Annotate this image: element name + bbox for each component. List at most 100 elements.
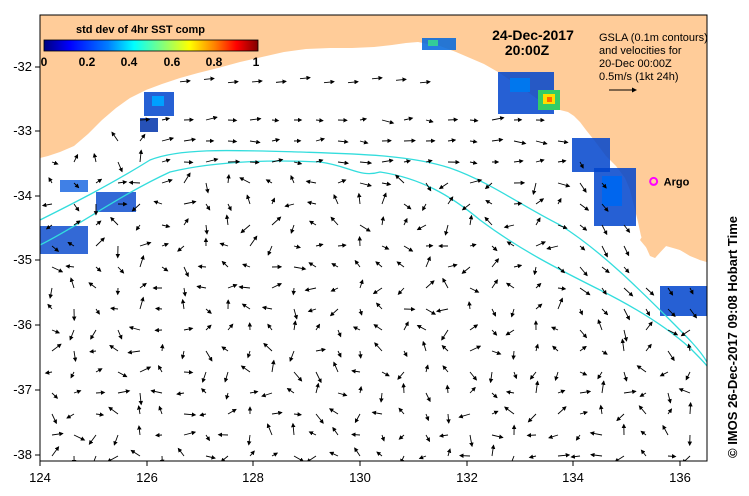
velocity-arrow — [337, 329, 342, 338]
velocity-arrow — [90, 329, 97, 340]
velocity-arrow — [139, 117, 151, 122]
velocity-arrow — [284, 203, 295, 208]
velocity-arrow — [354, 413, 361, 424]
velocity-arrow — [557, 139, 569, 145]
velocity-arrow — [128, 180, 141, 185]
velocity-arrow — [130, 449, 141, 457]
velocity-arrow — [88, 282, 97, 289]
velocity-arrow — [533, 266, 538, 276]
velocity-arrow — [267, 323, 273, 331]
velocity-arrow — [182, 287, 187, 297]
velocity-arrow — [442, 365, 449, 373]
velocity-arrow — [271, 118, 280, 123]
velocity-arrow — [381, 158, 394, 164]
velocity-arrow — [307, 308, 317, 313]
velocity-arrow — [623, 266, 630, 274]
velocity-arrow — [246, 350, 252, 359]
velocity-arrow — [201, 388, 207, 394]
velocity-arrow — [441, 329, 449, 341]
velocity-arrow — [177, 447, 185, 457]
velocity-arrow — [491, 392, 498, 399]
velocity-arrow — [221, 346, 229, 352]
velocity-arrow — [271, 452, 279, 457]
velocity-arrow — [238, 285, 251, 290]
velocity-arrow — [372, 287, 383, 295]
gsla-contour — [40, 160, 707, 367]
velocity-arrow — [484, 216, 493, 226]
velocity-arrow — [590, 452, 603, 458]
velocity-arrow — [315, 243, 324, 248]
velocity-arrow — [579, 161, 584, 169]
velocity-arrow — [491, 137, 504, 143]
velocity-arrow — [535, 158, 545, 164]
velocity-arrow — [689, 287, 694, 295]
velocity-arrow — [503, 224, 515, 229]
velocity-arrow — [424, 364, 430, 373]
velocity-arrow — [469, 160, 478, 165]
velocity-arrow — [601, 182, 607, 189]
velocity-arrow — [381, 245, 390, 250]
velocity-arrow — [161, 136, 175, 142]
velocity-arrow — [139, 241, 152, 247]
velocity-arrow — [95, 237, 105, 247]
velocity-arrow — [150, 389, 163, 394]
velocity-arrow — [249, 235, 258, 247]
velocity-arrow — [69, 277, 75, 289]
x-axis: 124 126 128 130 132 134 136 — [29, 461, 691, 485]
velocity-arrow — [379, 392, 384, 403]
legend-line: 0.5m/s (1kt 24h) — [599, 71, 678, 83]
velocity-arrow — [92, 152, 98, 163]
velocity-arrow — [579, 224, 588, 231]
velocity-arrow — [127, 349, 141, 355]
velocity-arrow — [73, 220, 81, 226]
x-tick-label: 136 — [669, 470, 691, 485]
argo-label: Argo — [664, 176, 690, 188]
velocity-arrow — [425, 308, 437, 315]
velocity-arrow — [88, 434, 97, 445]
velocity-arrow — [400, 455, 405, 461]
velocity-arrow — [488, 371, 494, 384]
velocity-arrow — [601, 266, 610, 274]
velocity-arrow — [183, 412, 197, 417]
colorbar: std dev of 4hr SST comp 0 0.2 0.4 0.6 0.… — [41, 24, 260, 69]
velocity-arrow — [380, 216, 385, 226]
velocity-arrow — [139, 366, 152, 373]
velocity-arrow — [249, 450, 255, 457]
velocity-arrow — [688, 401, 693, 415]
velocity-arrow — [491, 350, 502, 355]
velocity-arrow — [315, 323, 321, 331]
velocity-arrow — [219, 242, 229, 247]
velocity-arrow — [506, 241, 515, 247]
velocity-arrow — [271, 158, 284, 163]
velocity-arrow — [529, 371, 537, 380]
velocity-arrow — [261, 305, 273, 311]
velocity-arrow — [441, 345, 449, 352]
velocity-arrow — [552, 345, 559, 352]
velocity-arrow — [601, 308, 609, 316]
velocity-arrow — [226, 174, 231, 184]
velocity-arrow — [308, 431, 317, 436]
velocity-arrow — [161, 242, 169, 248]
velocity-arrow — [645, 321, 653, 331]
velocity-arrow — [329, 308, 339, 317]
velocity-arrow — [551, 326, 559, 331]
velocity-arrow — [337, 350, 342, 358]
velocity-arrow — [290, 224, 295, 234]
velocity-arrow — [354, 447, 361, 457]
velocity-arrow — [359, 182, 372, 188]
velocity-arrow — [557, 389, 566, 394]
velocity-arrow — [293, 160, 303, 166]
velocity-arrow — [183, 200, 197, 205]
velocity-arrow — [505, 282, 515, 289]
velocity-arrow — [484, 182, 493, 190]
colorbar-gradient — [43, 39, 259, 52]
velocity-arrow — [446, 413, 451, 424]
velocity-arrow — [73, 153, 79, 163]
velocity-arrow — [469, 324, 479, 331]
velocity-arrow — [227, 323, 234, 331]
velocity-arrow — [357, 192, 362, 205]
velocity-arrow — [241, 303, 251, 310]
velocity-arrow — [199, 412, 207, 417]
velocity-arrow — [249, 116, 262, 122]
velocity-arrow — [667, 350, 675, 362]
